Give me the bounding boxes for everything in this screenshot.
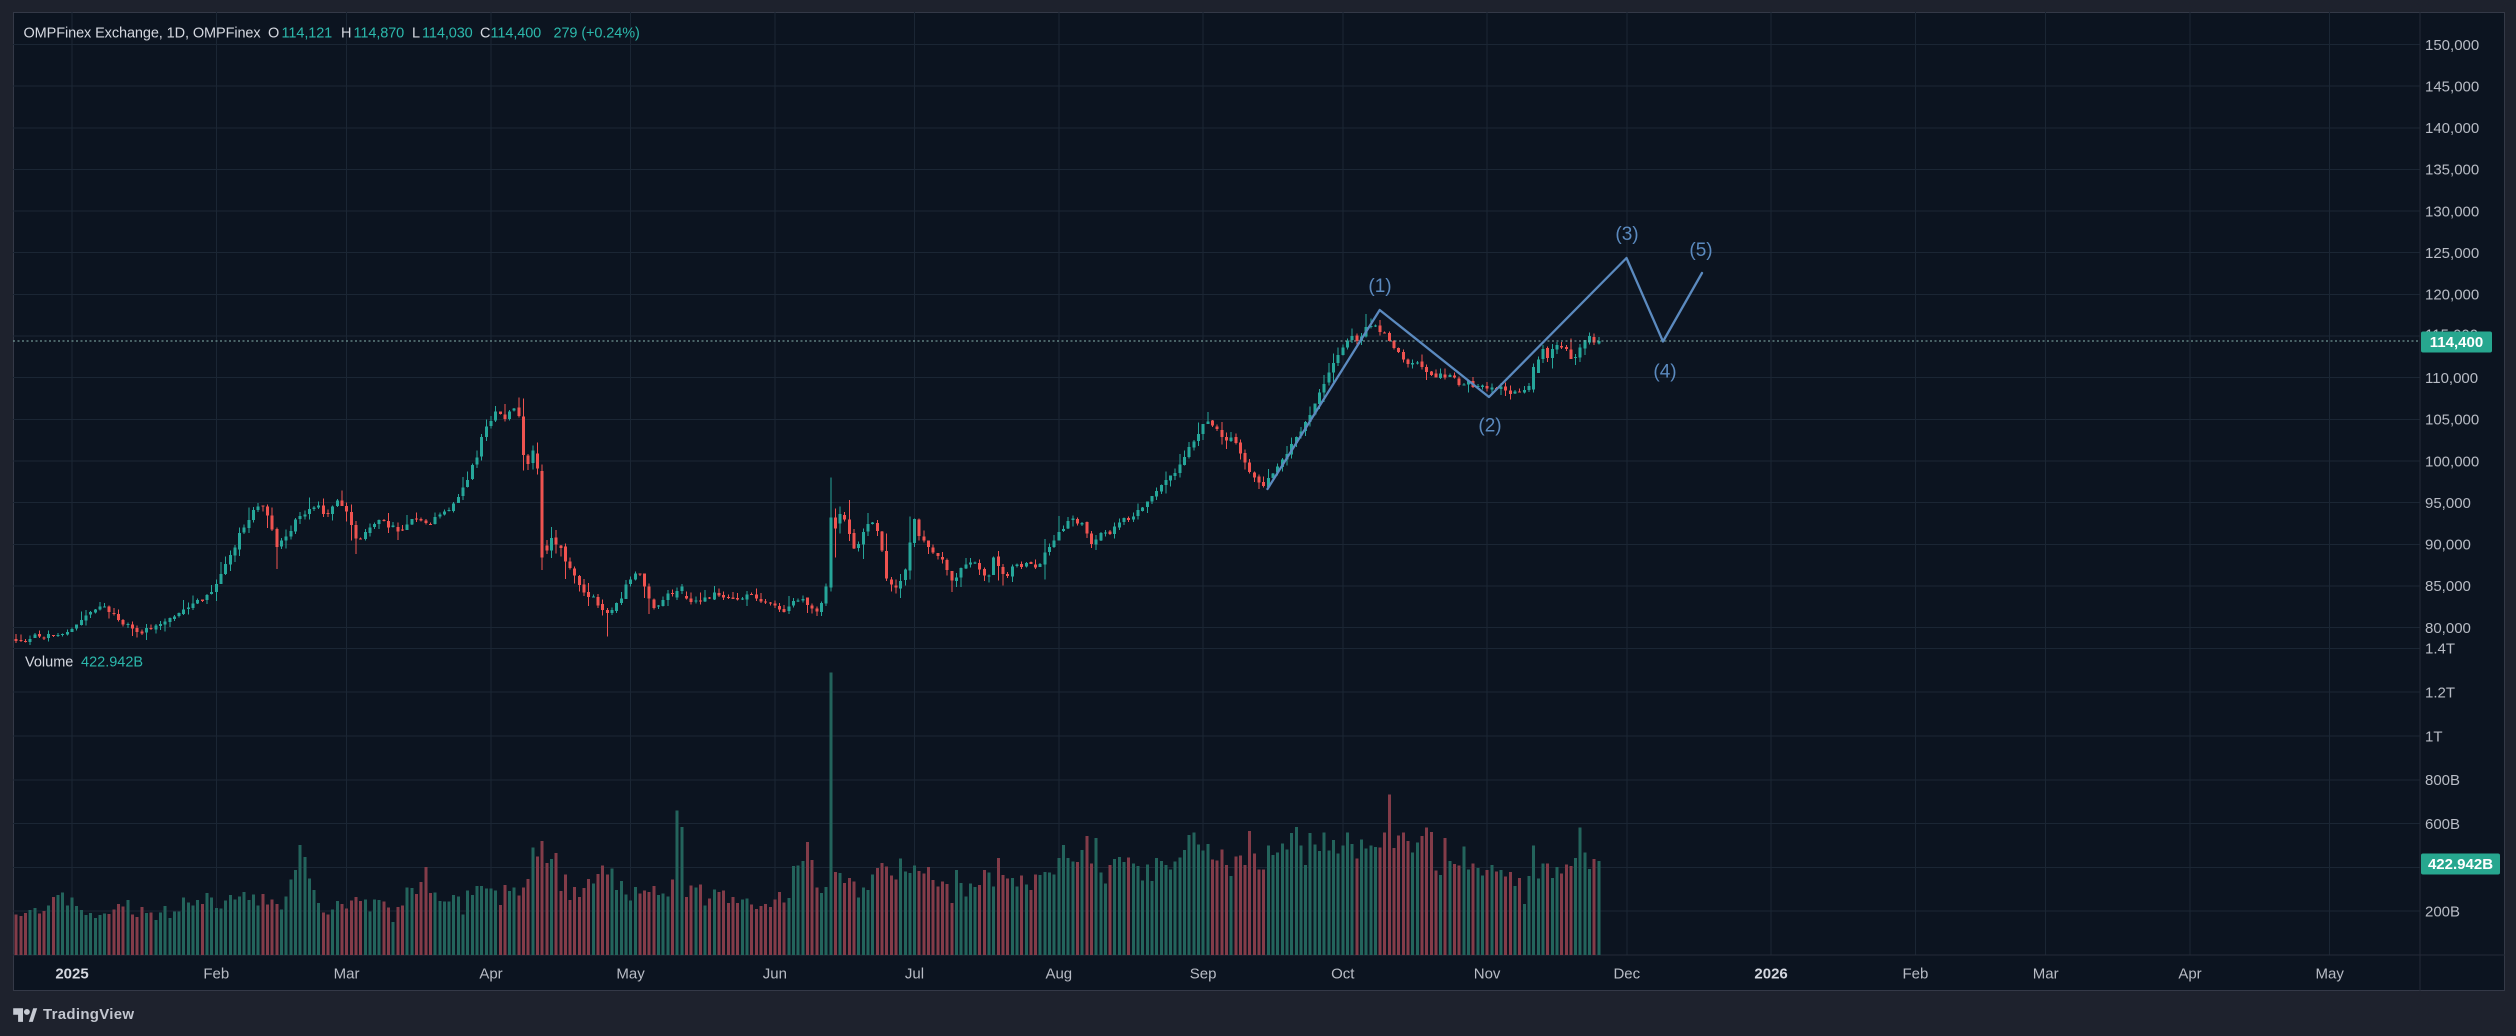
svg-text:110,000: 110,000 bbox=[2425, 370, 2478, 387]
svg-text:Apr: Apr bbox=[2178, 966, 2201, 983]
svg-text:1.4T: 1.4T bbox=[2425, 641, 2455, 658]
svg-text:135,000: 135,000 bbox=[2425, 162, 2479, 179]
svg-text:Aug: Aug bbox=[1045, 966, 1072, 983]
svg-text:105,000: 105,000 bbox=[2425, 412, 2479, 429]
svg-text:(4): (4) bbox=[1653, 362, 1676, 383]
svg-text:130,000: 130,000 bbox=[2425, 203, 2479, 220]
svg-text:Feb: Feb bbox=[1902, 966, 1928, 983]
svg-text:114,030: 114,030 bbox=[422, 26, 473, 42]
svg-text:Mar: Mar bbox=[2033, 966, 2059, 983]
svg-text:Dec: Dec bbox=[1613, 966, 1640, 983]
svg-text:C: C bbox=[480, 26, 490, 42]
svg-text:150,000: 150,000 bbox=[2425, 37, 2479, 54]
svg-text:279 (+0.24%): 279 (+0.24%) bbox=[554, 26, 640, 42]
svg-text:114,400: 114,400 bbox=[491, 26, 542, 42]
svg-text:422.942B: 422.942B bbox=[81, 655, 143, 671]
svg-text:114,121: 114,121 bbox=[282, 26, 333, 42]
svg-text:125,000: 125,000 bbox=[2425, 245, 2479, 262]
svg-text:Jul: Jul bbox=[905, 966, 924, 983]
svg-text:(1): (1) bbox=[1368, 276, 1391, 297]
svg-text:H: H bbox=[341, 26, 351, 42]
svg-text:120,000: 120,000 bbox=[2425, 287, 2479, 304]
svg-text:80,000: 80,000 bbox=[2425, 620, 2471, 637]
svg-text:200B: 200B bbox=[2425, 904, 2460, 921]
svg-text:Jun: Jun bbox=[763, 966, 787, 983]
svg-text:(3): (3) bbox=[1615, 224, 1638, 245]
svg-text:95,000: 95,000 bbox=[2425, 495, 2471, 512]
svg-text:85,000: 85,000 bbox=[2425, 578, 2471, 595]
svg-text:Apr: Apr bbox=[479, 966, 502, 983]
svg-text:600B: 600B bbox=[2425, 816, 2460, 833]
svg-text:2026: 2026 bbox=[1754, 966, 1787, 983]
svg-text:TradingView: TradingView bbox=[43, 1006, 134, 1023]
svg-text:2025: 2025 bbox=[55, 966, 88, 983]
svg-text:(5): (5) bbox=[1689, 240, 1712, 261]
svg-text:May: May bbox=[2316, 966, 2345, 983]
svg-text:(2): (2) bbox=[1478, 416, 1501, 437]
svg-text:1.2T: 1.2T bbox=[2425, 685, 2455, 702]
svg-text:114,400: 114,400 bbox=[2430, 334, 2483, 351]
svg-text:90,000: 90,000 bbox=[2425, 537, 2471, 554]
svg-text:Volume: Volume bbox=[25, 655, 73, 671]
svg-text:O: O bbox=[268, 26, 279, 42]
svg-text:L: L bbox=[412, 26, 420, 42]
svg-text:Feb: Feb bbox=[203, 966, 229, 983]
svg-text:OMPFinex Exchange, 1D, OMPFine: OMPFinex Exchange, 1D, OMPFinex bbox=[24, 26, 262, 42]
svg-text:1T: 1T bbox=[2425, 728, 2443, 745]
svg-text:Sep: Sep bbox=[1190, 966, 1217, 983]
svg-text:Nov: Nov bbox=[1474, 966, 1501, 983]
svg-text:Mar: Mar bbox=[334, 966, 360, 983]
svg-text:800B: 800B bbox=[2425, 772, 2460, 789]
svg-text:140,000: 140,000 bbox=[2425, 120, 2479, 137]
svg-text:100,000: 100,000 bbox=[2425, 453, 2479, 470]
svg-text:114,870: 114,870 bbox=[354, 26, 405, 42]
svg-text:422.942B: 422.942B bbox=[2428, 856, 2493, 873]
svg-text:145,000: 145,000 bbox=[2425, 78, 2479, 95]
svg-text:May: May bbox=[616, 966, 645, 983]
svg-text:Oct: Oct bbox=[1331, 966, 1355, 983]
